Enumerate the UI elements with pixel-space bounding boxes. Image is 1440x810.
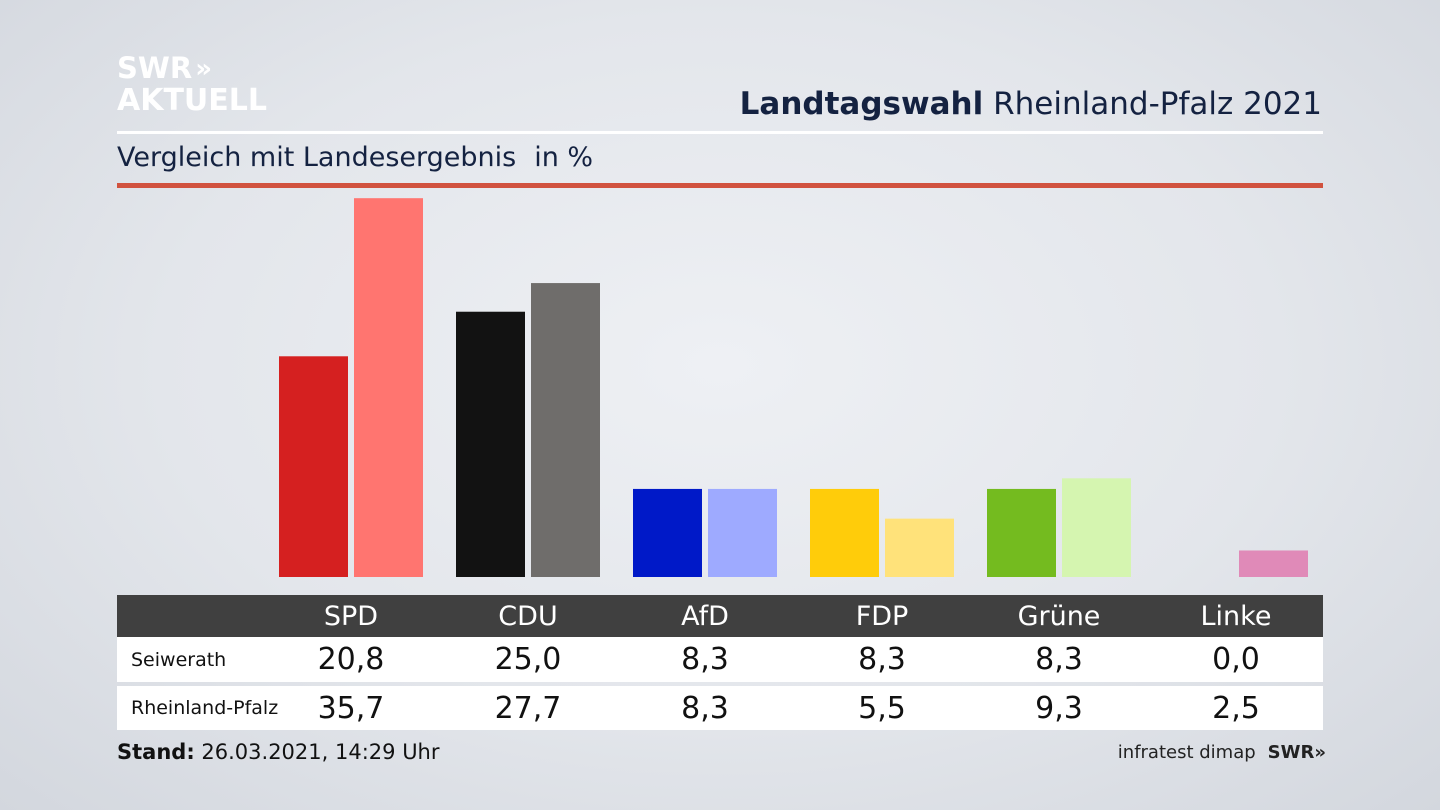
value-cell: 8,3 — [1035, 642, 1083, 677]
value-cell: 20,8 — [317, 642, 385, 677]
accent-divider — [117, 183, 1323, 188]
chart-subtitle: Vergleich mit Landesergebnis in % — [117, 142, 593, 173]
brand-chevrons-icon: » — [1314, 742, 1325, 763]
table-header: SPD CDU AfD FDP Grüne Linke — [117, 595, 1323, 637]
party-header-afd: AfD — [681, 600, 729, 632]
party-header-linke: Linke — [1200, 600, 1272, 632]
bar-fdp-seiwerath — [810, 488, 879, 577]
value-cell: 9,3 — [1035, 690, 1083, 726]
bar-cdu-rheinland-pfalz — [531, 283, 600, 577]
title-rest: Rheinland-Pfalz 2021 — [993, 86, 1322, 122]
logo-aktuell: AKTUELL — [117, 83, 268, 118]
swr-aktuell-logo: SWR» AKTUELL — [117, 54, 267, 116]
value-cell: 2,5 — [1212, 690, 1260, 726]
title-bold: Landtagswahl — [739, 86, 984, 122]
logo-chevrons-icon: » — [195, 53, 212, 84]
party-header-spd: SPD — [323, 600, 379, 632]
bar-afd-seiwerath — [633, 488, 702, 577]
party-header-cdu: CDU — [498, 600, 558, 632]
bar-grne-rheinland-pfalz — [1062, 478, 1131, 577]
bar-cdu-seiwerath — [456, 311, 525, 577]
page-title: Landtagswahl Rheinland-Pfalz 2021 — [740, 86, 1322, 122]
stand-label: Stand: — [117, 740, 195, 764]
brand-text: SWR — [1267, 742, 1315, 763]
party-header-fdp: FDP — [855, 600, 909, 632]
bar-afd-rheinland-pfalz — [708, 488, 777, 577]
row-label: Seiwerath — [131, 648, 227, 671]
header-divider — [117, 131, 1323, 134]
bar-grne-seiwerath — [987, 488, 1056, 577]
value-cell: 35,7 — [317, 690, 385, 726]
value-cell: 8,3 — [858, 642, 906, 677]
timestamp: Stand: 26.03.2021, 14:29 Uhr — [117, 740, 440, 764]
value-cell: 27,7 — [494, 690, 562, 726]
row-label: Rheinland-Pfalz — [131, 697, 279, 719]
table-row-rheinland-pfalz: Rheinland-Pfalz 35,7 27,7 8,3 5,5 9,3 2,5 — [117, 686, 1323, 730]
value-cell: 8,3 — [681, 690, 729, 726]
bar-spd-seiwerath — [279, 356, 348, 577]
results-table: SPD CDU AfD FDP Grüne Linke Seiwerath 20,8 25,… — [117, 595, 1323, 730]
subtitle-text: Vergleich mit Landesergebnis — [117, 142, 517, 173]
stand-value: 26.03.2021, 14:29 Uhr — [201, 740, 440, 764]
value-cell: 5,5 — [858, 690, 906, 726]
subtitle-unit: in % — [534, 142, 594, 173]
bar-linke-rheinland-pfalz — [1239, 550, 1308, 577]
bar-chart — [279, 198, 1308, 577]
value-cell: 25,0 — [494, 642, 562, 677]
value-cell: 8,3 — [681, 642, 729, 677]
table-row-seiwerath: Seiwerath 20,8 25,0 8,3 8,3 8,3 0,0 — [117, 637, 1323, 682]
bar-spd-rheinland-pfalz — [354, 198, 423, 577]
source-credit: infratest dimap SWR» — [1117, 742, 1326, 763]
logo-swr: SWR — [117, 51, 193, 85]
value-cell: 0,0 — [1212, 642, 1260, 677]
source-text: infratest dimap — [1117, 742, 1256, 763]
party-header-grne: Grüne — [1017, 600, 1101, 632]
swr-footer-logo: SWR» — [1267, 742, 1326, 763]
bar-fdp-rheinland-pfalz — [885, 518, 954, 577]
